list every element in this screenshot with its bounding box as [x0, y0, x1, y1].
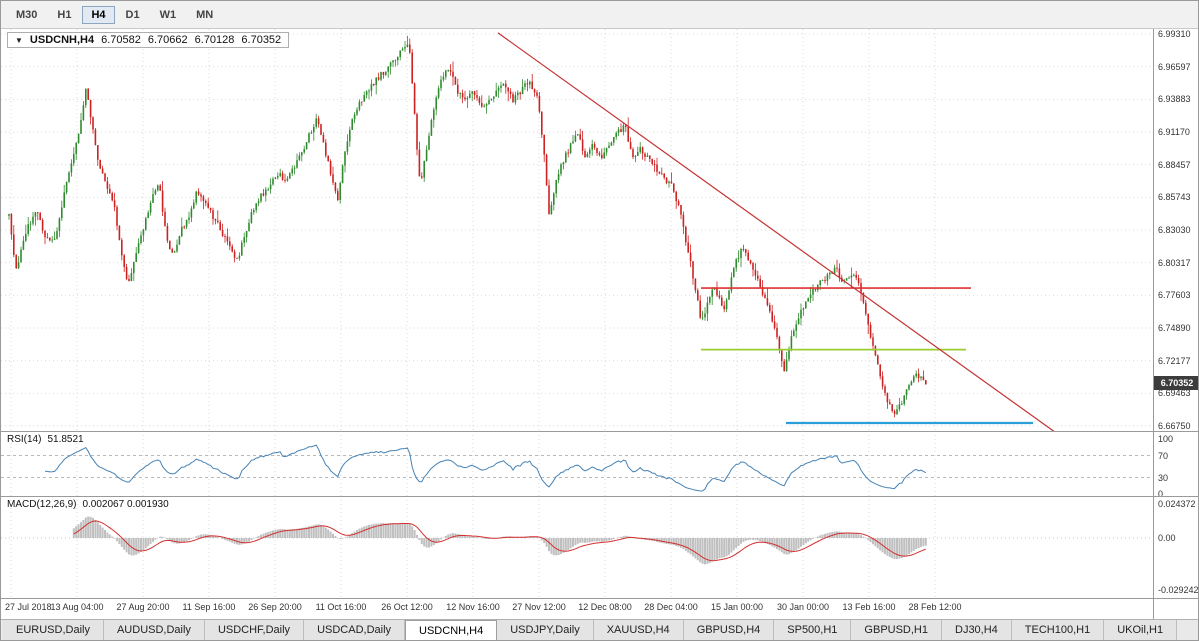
rsi-axis-label: 30	[1158, 472, 1169, 483]
price-axis-label: 6.99310	[1158, 29, 1191, 39]
rsi-name: RSI(14)	[7, 434, 42, 445]
time-tick-label: 28 Dec 04:00	[644, 602, 698, 612]
rsi-value: 51.8521	[47, 434, 84, 445]
price-axis: 6.70352 6.99310 6.96597 6.93883 6.91170 6.88…	[1153, 29, 1199, 619]
chart-symbol-ohlc: ▼ USDCNH,H4 6.70582 6.70662 6.70128 6.70…	[7, 32, 290, 48]
time-tick-label: 26 Sep 20:00	[248, 602, 302, 612]
timeframe-d1-button[interactable]: D1	[125, 8, 140, 21]
timeframe-toolbar: M30 H1 H4 D1 W1 MN	[1, 1, 1198, 29]
tab-usdchf-daily[interactable]: USDCHF,Daily	[204, 620, 305, 640]
macd-axis-label: 0.024372	[1158, 499, 1196, 509]
rsi-axis-label: 0	[1158, 489, 1164, 499]
price-axis-label: 6.74890	[1158, 323, 1191, 333]
macd-axis-label: 0.00	[1158, 533, 1176, 543]
low-value: 6.70128	[194, 34, 235, 46]
price-axis-label: 6.83030	[1158, 225, 1191, 235]
timeframe-w1-button[interactable]: W1	[159, 8, 177, 21]
panel-divider[interactable]	[1, 431, 1198, 432]
timeframe-m30-button[interactable]: M30	[16, 8, 38, 21]
price-axis-label: 6.91170	[1158, 127, 1190, 137]
time-tick-label: 30 Jan 00:00	[776, 602, 830, 612]
tab-eurusd-daily[interactable]: EURUSD,Daily	[3, 620, 104, 640]
open-value: 6.70582	[101, 34, 141, 46]
time-tick-label: 15 Jan 00:00	[710, 602, 764, 612]
tab-tech100-h1[interactable]: TECH100,H1	[1011, 620, 1105, 640]
price-axis-label: 6.85743	[1158, 192, 1191, 203]
time-tick-label: 27 Nov 12:00	[512, 602, 566, 612]
time-tick-label: 13 Aug 04:00	[50, 602, 104, 612]
time-tick-label: 12 Dec 08:00	[578, 602, 632, 612]
panel-divider	[1, 598, 1198, 599]
timeframe-h1-button[interactable]: H1	[57, 8, 72, 21]
price-chart[interactable]	[1, 29, 1153, 431]
symbol-label: USDCNH,H4	[29, 34, 95, 46]
price-axis-label: 6.80317	[1158, 257, 1191, 268]
price-axis-label: 6.96597	[1158, 61, 1191, 72]
time-tick-label: 13 Feb 16:00	[842, 602, 896, 612]
time-tick-label: 11 Sep 16:00	[182, 602, 236, 612]
tab-dj30-h4[interactable]: DJ30,H4	[942, 620, 1012, 640]
price-axis-label: 6.72177	[1158, 355, 1191, 366]
time-tick-label: 28 Feb 12:00	[908, 602, 962, 612]
price-axis-label: 6.88457	[1158, 159, 1191, 170]
tab-ukoil-h1[interactable]: UKOil,H1	[1104, 620, 1178, 640]
macd-values: 0.002067 0.001930	[82, 499, 169, 510]
time-tick-label: 26 Oct 12:00	[381, 602, 433, 612]
tab-xauusd-h4[interactable]: XAUUSD,H4	[593, 620, 684, 640]
rsi-label: RSI(14) 51.8521	[7, 434, 90, 445]
price-axis-label: 6.69463	[1158, 388, 1191, 399]
tab-usdcnh-h4[interactable]: USDCNH,H4	[405, 620, 498, 640]
high-value: 6.70662	[147, 34, 188, 46]
time-tick-label: 11 Oct 16:00	[315, 602, 367, 612]
tab-usdcad-daily[interactable]: USDCAD,Daily	[304, 620, 406, 640]
tab-usdjpy-daily[interactable]: USDJPY,Daily	[497, 620, 594, 640]
macd-axis-label: -0.029242	[1158, 585, 1199, 595]
macd-name: MACD(12,26,9)	[7, 499, 77, 510]
time-tick-label: 27 Jul 2018	[5, 602, 52, 612]
time-tick-label: 27 Aug 20:00	[116, 602, 170, 612]
chart-tabs-bar: EURUSD,Daily AUDUSD,Daily USDCHF,Daily USDC…	[1, 619, 1198, 640]
close-value: 6.70352	[241, 34, 282, 46]
time-axis: 27 Jul 2018 13 Aug 04:00 27 Aug 20:00 11 Se…	[1, 599, 1153, 619]
rsi-indicator-chart[interactable]	[1, 431, 1153, 496]
timeframe-mn-button[interactable]: MN	[196, 8, 214, 21]
tab-gbpusd-h1[interactable]: GBPUSD,H1	[851, 620, 942, 640]
tab-sp500-h1[interactable]: SP500,H1	[774, 620, 852, 640]
macd-indicator-chart[interactable]	[1, 496, 1153, 598]
rsi-axis-label: 70	[1158, 450, 1169, 461]
rsi-axis-label: 100	[1158, 434, 1174, 444]
current-price-badge: 6.70352	[1154, 375, 1198, 390]
tab-audusd-daily[interactable]: AUDUSD,Daily	[103, 620, 205, 640]
tab-gbpusd-h4[interactable]: GBPUSD,H4	[683, 620, 775, 640]
price-axis-label: 6.93883	[1158, 94, 1191, 105]
time-tick-label: 12 Nov 16:00	[446, 602, 500, 612]
timeframe-h4-button[interactable]: H4	[82, 5, 115, 24]
price-axis-label: 6.77603	[1158, 290, 1191, 301]
price-axis-label: 6.66750	[1158, 421, 1191, 431]
macd-label: MACD(12,26,9) 0.002067 0.001930	[7, 499, 175, 510]
panel-divider[interactable]	[1, 496, 1198, 497]
chevron-down-icon[interactable]: ▼	[15, 35, 23, 45]
